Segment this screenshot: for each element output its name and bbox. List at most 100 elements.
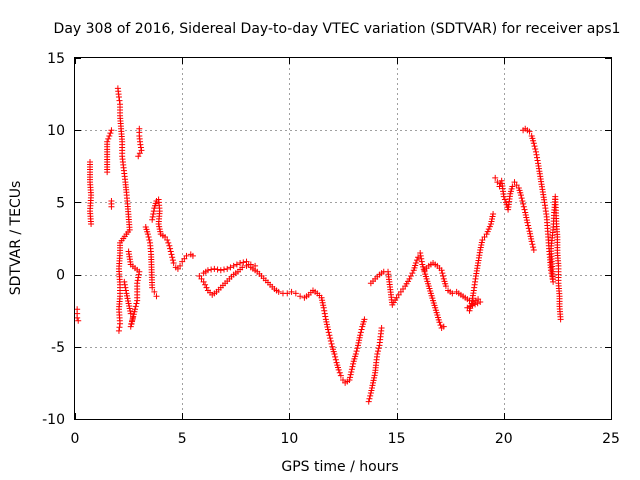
data-point (324, 323, 331, 330)
data-point (350, 360, 357, 367)
data-point (288, 288, 295, 295)
data-point (323, 318, 330, 325)
data-point (534, 157, 541, 164)
data-point (489, 213, 496, 220)
data-point (284, 290, 291, 297)
data-point (75, 317, 82, 324)
data-point (132, 306, 139, 313)
data-point (367, 390, 374, 397)
data-point (326, 332, 333, 339)
x-tick-label: 15 (388, 431, 406, 447)
data-point (322, 316, 329, 323)
data-point (137, 141, 144, 148)
data-point (530, 244, 537, 251)
y-tick-label: -5 (51, 340, 65, 356)
data-point (474, 300, 481, 307)
data-point (436, 319, 443, 326)
y-tick-label: 15 (47, 51, 65, 67)
series-spike-2 (114, 85, 143, 334)
data-point (349, 363, 356, 370)
y-tick-label: 10 (47, 123, 65, 139)
data-point (168, 251, 175, 258)
data-point (117, 320, 124, 327)
data-point (358, 326, 365, 333)
x-tick-label: 20 (495, 431, 513, 447)
data-point (145, 234, 152, 241)
data-point (525, 222, 532, 229)
data-point (332, 353, 339, 360)
data-point (107, 130, 114, 137)
data-point (369, 382, 376, 389)
data-point (319, 299, 326, 306)
data-point (224, 265, 231, 272)
data-point (356, 334, 363, 341)
data-point (132, 303, 139, 310)
data-point (203, 284, 210, 291)
data-point (134, 277, 141, 284)
data-point (115, 327, 122, 334)
series-start (74, 306, 82, 324)
data-point (144, 231, 151, 238)
data-point (485, 226, 492, 233)
data-point (157, 228, 164, 235)
data-point (104, 138, 111, 145)
chart-title: Day 308 of 2016, Sidereal Day-to-day VTE… (54, 21, 621, 37)
data-point (156, 226, 163, 233)
data-point (500, 193, 507, 200)
data-point (439, 270, 446, 277)
data-point (320, 302, 327, 309)
data-point (327, 335, 334, 342)
data-point (367, 392, 374, 399)
data-point (366, 395, 373, 402)
data-point (527, 230, 534, 237)
data-point (519, 197, 526, 204)
y-tick-label: -10 (42, 412, 65, 428)
data-point (526, 228, 533, 235)
data-point (108, 203, 115, 210)
data-point (115, 93, 122, 100)
data-point (477, 247, 484, 254)
data-point (323, 321, 330, 328)
data-point (200, 278, 207, 285)
data-point (520, 203, 527, 210)
data-point (133, 300, 140, 307)
data-point (328, 340, 335, 347)
data-point (346, 377, 353, 384)
plot-frame (74, 57, 612, 420)
data-point (167, 245, 174, 252)
data-point (297, 293, 304, 300)
data-point (227, 264, 234, 271)
x-axis-title: GPS time / hours (281, 459, 398, 475)
data-point (478, 241, 485, 248)
data-point (150, 210, 157, 217)
data-point (352, 351, 359, 358)
data-point (321, 307, 328, 314)
data-point (233, 261, 240, 268)
data-point (126, 303, 133, 310)
data-point (155, 221, 162, 228)
data-point (489, 216, 496, 223)
data-point (116, 97, 123, 104)
data-point (361, 316, 368, 323)
data-point (484, 228, 491, 235)
axis-ticks (75, 58, 612, 420)
y-tick-label: 5 (56, 195, 65, 211)
data-point (125, 300, 132, 307)
data-point (318, 294, 325, 301)
data-point (440, 273, 447, 280)
data-point (177, 262, 184, 269)
data-point (418, 258, 425, 265)
data-point (548, 270, 555, 277)
series-section-16-19 (421, 210, 497, 314)
series-section-19-23 (492, 125, 564, 323)
data-point (348, 368, 355, 375)
y-tick-labels: -10 -5 0 5 10 15 (42, 51, 65, 428)
data-point (74, 314, 81, 321)
data-point (487, 221, 494, 228)
data-point (108, 127, 115, 134)
data-point (523, 217, 530, 224)
data-point (356, 337, 363, 344)
data-point (324, 326, 331, 333)
data-point (354, 345, 361, 352)
data-point (146, 236, 153, 243)
